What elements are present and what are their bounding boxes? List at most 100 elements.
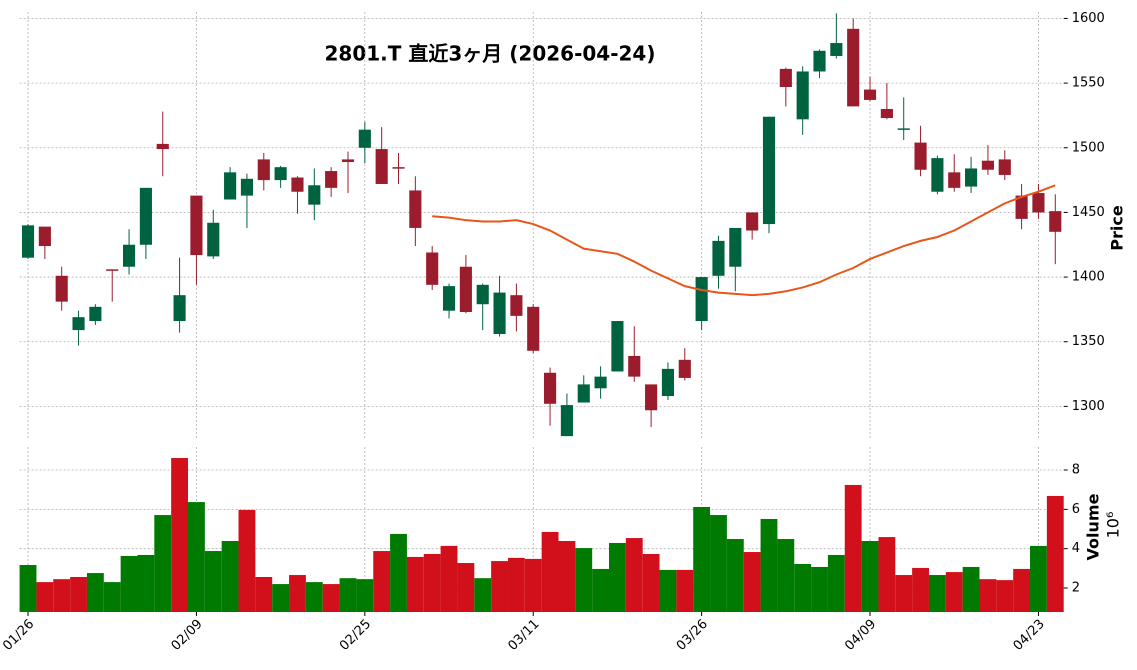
candle-body [72, 317, 85, 331]
volume-bar [356, 579, 374, 612]
candle-body [880, 108, 893, 119]
candle-body [729, 227, 742, 267]
candle-body [594, 376, 607, 389]
candle-body [274, 167, 287, 181]
volume-bar [457, 563, 475, 612]
volume-bar [659, 569, 677, 612]
volume-bar [423, 553, 441, 612]
volume-bar [962, 566, 980, 612]
candle-body [358, 129, 371, 148]
volume-bar [575, 548, 593, 612]
candle-body [89, 306, 102, 322]
candle-body [645, 384, 658, 411]
volume-bar [137, 554, 155, 612]
volume-bar [1013, 568, 1031, 612]
volume-bar [36, 582, 54, 612]
x-tick-label: 03/11 [505, 617, 542, 654]
y-tick-label: 1500 [1072, 140, 1105, 155]
volume-bar [103, 582, 121, 612]
volume-tick-label: 8 [1072, 463, 1080, 478]
volume-bar [945, 572, 963, 612]
volume-tick-label: 2 [1072, 581, 1080, 596]
candle-body [1015, 195, 1028, 219]
candle-body [897, 128, 910, 130]
candle-body [510, 295, 523, 316]
candle-body [796, 71, 809, 120]
candle-body [459, 266, 472, 312]
candle-body [830, 43, 843, 56]
volume-bar [474, 578, 492, 612]
candle-body [695, 277, 708, 322]
candle-body [156, 143, 169, 150]
volume-bar [878, 537, 896, 612]
volume-bar [255, 576, 273, 612]
y-tick-label: 1300 [1072, 399, 1105, 414]
candle-body [965, 168, 978, 187]
volume-bar [406, 556, 424, 612]
candle-body [611, 321, 624, 372]
candle-body [21, 225, 35, 258]
volume-bar [592, 568, 610, 612]
volume-bar [558, 541, 576, 612]
candle-body [190, 195, 203, 256]
volume-bar [1046, 495, 1064, 612]
candle-body [291, 177, 304, 192]
volume-bar [373, 551, 391, 612]
candle-body [409, 190, 422, 228]
candle-body [139, 187, 152, 245]
candle-body [257, 159, 270, 181]
volume-bar [339, 578, 357, 612]
volume-bar [912, 567, 929, 612]
candle-body [375, 149, 388, 184]
volume-bar [154, 515, 172, 612]
volume-bar [171, 458, 189, 612]
candle-body [948, 172, 961, 188]
candle-body [341, 159, 355, 162]
volume-bar [53, 579, 71, 612]
volume-tick-label: 6 [1072, 502, 1080, 517]
candle-body [173, 295, 186, 322]
candle-body [55, 275, 68, 302]
volume-bar [726, 539, 744, 612]
volume-bar [70, 576, 87, 612]
candle-body [981, 160, 994, 170]
candle-body [544, 372, 557, 404]
volume-bar [760, 518, 778, 612]
candle-body [308, 185, 321, 205]
candle-body [746, 212, 759, 231]
candle-body [240, 178, 254, 196]
volume-bar [625, 538, 643, 612]
x-tick-label: 01/26 [0, 617, 37, 654]
volume-bar [693, 506, 711, 612]
candle-body [847, 28, 860, 107]
chart-title: 2801.T 直近3ヶ月 (2026-04-24) [325, 42, 656, 66]
candle-body [577, 384, 590, 403]
volume-bar [507, 557, 525, 612]
candle-body [527, 306, 540, 351]
candle-body [476, 284, 489, 305]
candle-body [762, 116, 776, 225]
candle-body [813, 50, 826, 72]
candle-body [931, 158, 944, 192]
volume-bar [289, 575, 306, 612]
volume-bar [928, 575, 946, 612]
y-tick-label: 1450 [1072, 205, 1105, 220]
volume-bar [305, 582, 323, 612]
y-axis-label: Price [1108, 205, 1127, 251]
volume-bar [491, 561, 508, 612]
volume-bar [19, 564, 37, 612]
volume-bar [676, 569, 694, 612]
volume-bar [979, 579, 997, 612]
volume-bar [524, 558, 542, 612]
candle-body [106, 269, 119, 271]
candle-body [678, 359, 691, 378]
candle-body [779, 68, 792, 87]
candle-body [914, 142, 927, 170]
volume-bar [777, 539, 795, 612]
y-tick-label: 1600 [1072, 11, 1105, 26]
volume-bar [221, 541, 239, 612]
volume-bar [272, 584, 290, 612]
candle-body [224, 172, 237, 200]
volume-bar [120, 555, 138, 612]
